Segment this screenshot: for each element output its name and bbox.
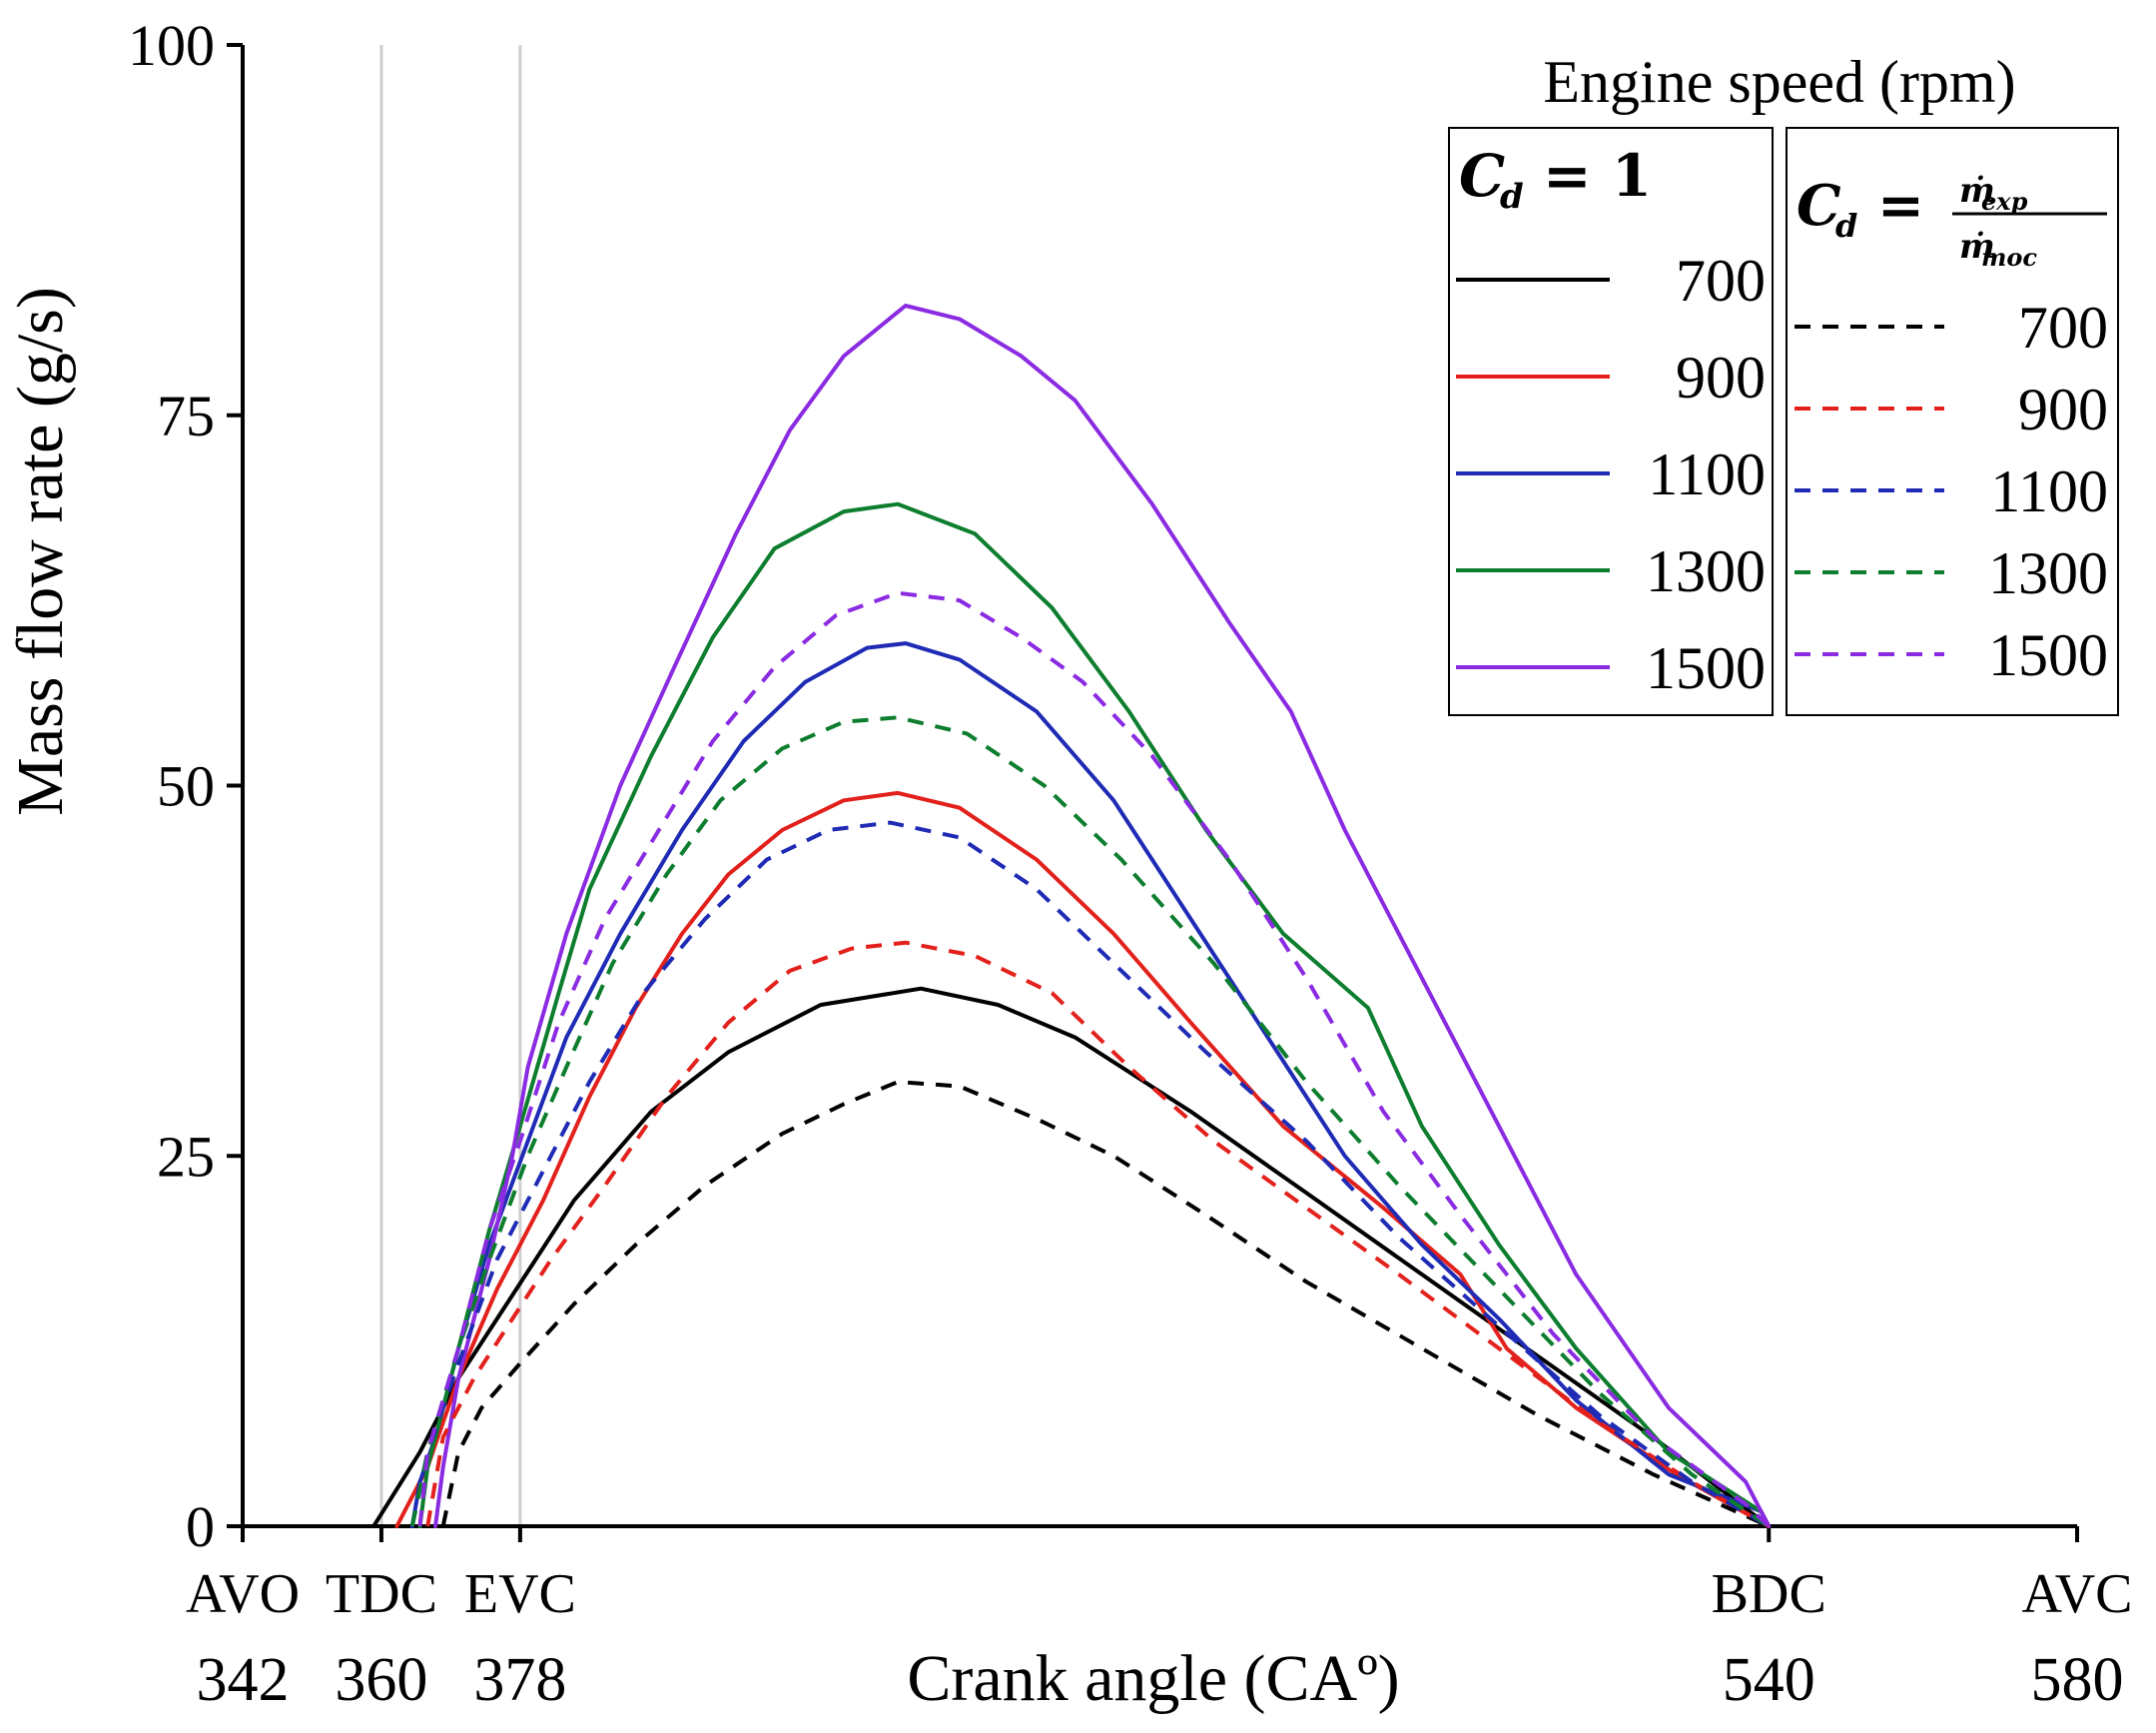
legend-label-solid-900: 900	[1676, 345, 1766, 411]
legend-box-cd-ratio	[1786, 127, 2119, 716]
svg-text:C: C	[1797, 173, 1841, 239]
y-tick-label: 75	[157, 384, 215, 448]
y-ticks: 0 25 50 75 100	[128, 13, 243, 1559]
x-tick-event-label: EVC	[464, 1563, 576, 1625]
series-line-dashed-1300	[409, 715, 1771, 1528]
legend-label-dashed-1300: 1300	[1988, 540, 2108, 606]
y-tick-label: 100	[128, 13, 215, 78]
x-ticks: AVO 342 TDC 360 EVC 378 BDC 540 AVC 580	[186, 1526, 2133, 1714]
y-tick-label: 25	[157, 1124, 215, 1189]
series-line-solid-900	[394, 790, 1772, 1528]
legend-label-dashed-1100: 1100	[1990, 458, 2108, 524]
x-tick-value-label: 360	[335, 1646, 427, 1714]
svg-text:=: =	[1877, 173, 1924, 239]
y-tick-label: 50	[157, 754, 215, 819]
legend: Engine speed (rpm) C d = 1 C d = ṁ exp ṁ…	[1448, 49, 2119, 716]
legend-title: Engine speed (rpm)	[1543, 49, 2015, 115]
legend-box-cd1	[1448, 127, 1774, 716]
series-line-solid-1500	[433, 304, 1772, 1528]
svg-text:= 1: = 1	[1543, 142, 1652, 210]
legend-dashed-entries: 700 900 1100 1300 1500	[1795, 295, 2108, 688]
legend-label-dashed-1500: 1500	[1988, 622, 2108, 688]
series-line-dashed-700	[440, 1080, 1771, 1528]
svg-text:ṁ: ṁ	[1959, 227, 1995, 267]
series-layer	[371, 304, 1772, 1528]
legend-label-solid-1100: 1100	[1648, 441, 1766, 507]
legend-label-solid-1500: 1500	[1646, 635, 1766, 701]
x-tick-value-label: 580	[2031, 1646, 2124, 1714]
x-tick-value-label: 342	[197, 1646, 290, 1714]
svg-text:d: d	[1835, 207, 1857, 245]
svg-text:C: C	[1459, 142, 1505, 210]
svg-text:exp: exp	[1981, 187, 2028, 216]
series-line-dashed-1500	[417, 590, 1771, 1528]
reference-lines	[379, 45, 522, 1526]
legend-label-dashed-700: 700	[2018, 295, 2108, 361]
legend-label-solid-700: 700	[1676, 248, 1766, 314]
y-tick-label: 0	[186, 1494, 215, 1559]
legend-cd1-header: C d = 1	[1459, 142, 1652, 217]
legend-label-solid-1300: 1300	[1646, 538, 1766, 604]
x-tick-value-label: 540	[1723, 1646, 1815, 1714]
x-tick-value-label: 378	[473, 1646, 566, 1714]
legend-solid-entries: 700 900 1100 1300 1500	[1456, 248, 1766, 701]
svg-text:moc: moc	[1981, 243, 2037, 272]
x-tick-event-label: TDC	[326, 1563, 437, 1625]
x-tick-event-label: AVO	[186, 1563, 300, 1625]
series-line-dashed-900	[425, 940, 1771, 1528]
series-line-dashed-1100	[409, 820, 1771, 1528]
svg-text:d: d	[1500, 177, 1524, 217]
series-line-solid-1100	[409, 641, 1772, 1528]
x-tick-event-label: BDC	[1712, 1563, 1826, 1625]
x-axis-title: Crank angle (CAº)	[907, 1642, 1399, 1715]
svg-text:ṁ: ṁ	[1959, 171, 1995, 211]
x-tick-event-label: AVC	[2021, 1563, 2132, 1625]
legend-label-dashed-900: 900	[2018, 377, 2108, 442]
y-axis-title: Mass flow rate (g/s)	[4, 287, 77, 816]
legend-cd-ratio-header: C d = ṁ exp ṁ moc	[1797, 171, 2107, 272]
series-line-solid-700	[371, 986, 1772, 1528]
